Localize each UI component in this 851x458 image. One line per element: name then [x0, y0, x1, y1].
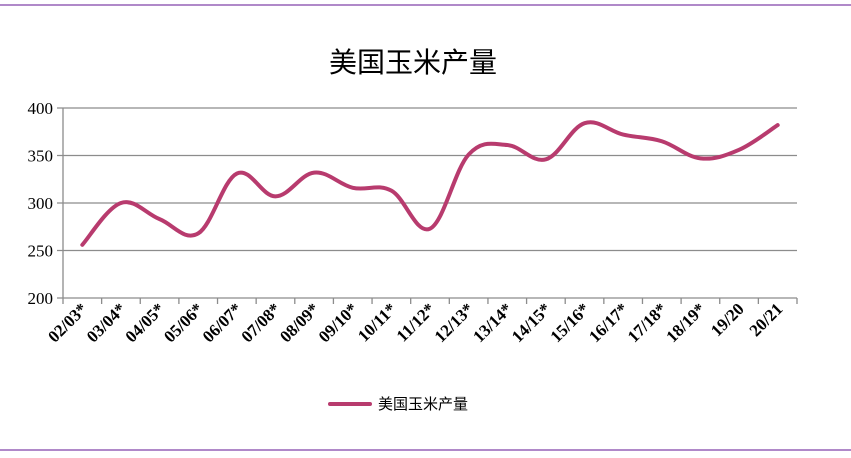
data-point: [80, 243, 84, 247]
y-tick-label: 400: [28, 99, 54, 118]
data-point: [660, 139, 664, 143]
data-point: [621, 133, 625, 137]
x-tick-label: 07/08*: [237, 299, 284, 346]
x-tick-label: 20/21: [746, 299, 787, 340]
x-tick-label: 12/13*: [431, 299, 478, 346]
series-line-0: [80, 120, 780, 247]
bottom-border-line: [0, 449, 851, 451]
y-tick-label: 300: [28, 194, 54, 213]
x-axis-tick-labels: 02/03*03/04*04/05*05/06*06/07*07/08*08/0…: [44, 299, 786, 346]
y-tick-label: 350: [28, 147, 54, 166]
data-point: [698, 156, 702, 160]
data-point: [235, 172, 239, 176]
data-point: [583, 121, 587, 125]
y-tick-label: 250: [28, 242, 54, 261]
y-tick-label: 200: [28, 289, 54, 308]
x-tick-label: 18/19*: [662, 299, 709, 346]
x-tick-label: 04/05*: [122, 299, 169, 346]
x-tick-label: 15/16*: [547, 299, 594, 346]
top-border-line: [0, 4, 851, 6]
x-tick-label: 06/07*: [199, 299, 246, 346]
data-point: [544, 157, 548, 161]
series-layer: [80, 120, 780, 247]
data-point: [505, 143, 509, 147]
x-tick-label: 05/06*: [160, 299, 207, 346]
x-tick-label: 11/12*: [393, 299, 439, 345]
x-tick-label: 08/09*: [276, 299, 323, 346]
data-point: [776, 123, 780, 127]
data-point: [389, 189, 393, 193]
chart-title: 美国玉米产量: [329, 46, 497, 79]
x-tick-label: 09/10*: [315, 299, 362, 346]
data-point: [467, 153, 471, 157]
x-tick-label: 13/14*: [469, 299, 516, 346]
x-tick-label: 17/18*: [624, 299, 671, 346]
legend: 美国玉米产量: [328, 395, 468, 413]
axes: [62, 108, 798, 304]
data-point: [273, 194, 277, 198]
data-point: [119, 201, 123, 205]
x-tick-label: 10/11*: [354, 299, 400, 345]
data-point: [737, 148, 741, 152]
x-tick-label: 16/17*: [585, 299, 632, 346]
data-point: [312, 171, 316, 175]
x-tick-label: 03/04*: [83, 299, 130, 346]
data-point: [428, 227, 432, 231]
x-tick-label: 14/15*: [508, 299, 555, 346]
legend-label: 美国玉米产量: [378, 395, 468, 413]
y-axis-tick-labels: 200 250 300 350 400: [28, 99, 54, 308]
data-point: [158, 217, 162, 221]
gridlines: [57, 107, 797, 299]
data-point: [196, 231, 200, 235]
x-tick-label: 19/20: [707, 299, 748, 340]
data-point: [351, 186, 355, 190]
